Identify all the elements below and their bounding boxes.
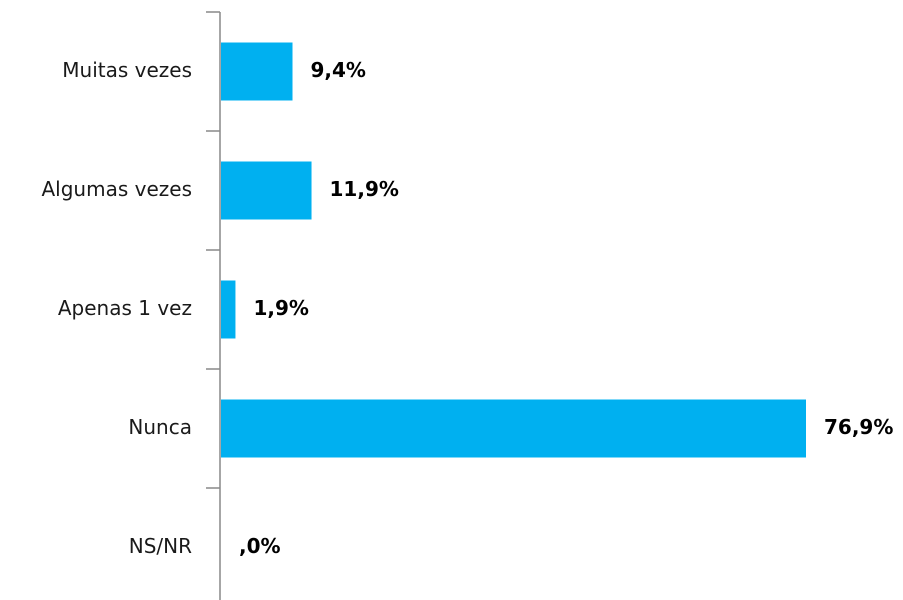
category-label: NS/NR	[129, 534, 192, 558]
bar	[221, 399, 806, 458]
bar	[221, 280, 236, 339]
category-label: Algumas vezes	[42, 177, 193, 201]
value-label: 11,9%	[330, 177, 399, 201]
category-label: Nunca	[128, 415, 192, 439]
bar	[221, 161, 312, 220]
value-label: 1,9%	[253, 296, 308, 320]
value-label: 76,9%	[824, 415, 893, 439]
category-label: Apenas 1 vez	[58, 296, 192, 320]
bar	[221, 42, 293, 101]
value-label: 9,4%	[311, 58, 366, 82]
category-label: Muitas vezes	[62, 58, 192, 82]
value-label: ,0%	[239, 534, 281, 558]
